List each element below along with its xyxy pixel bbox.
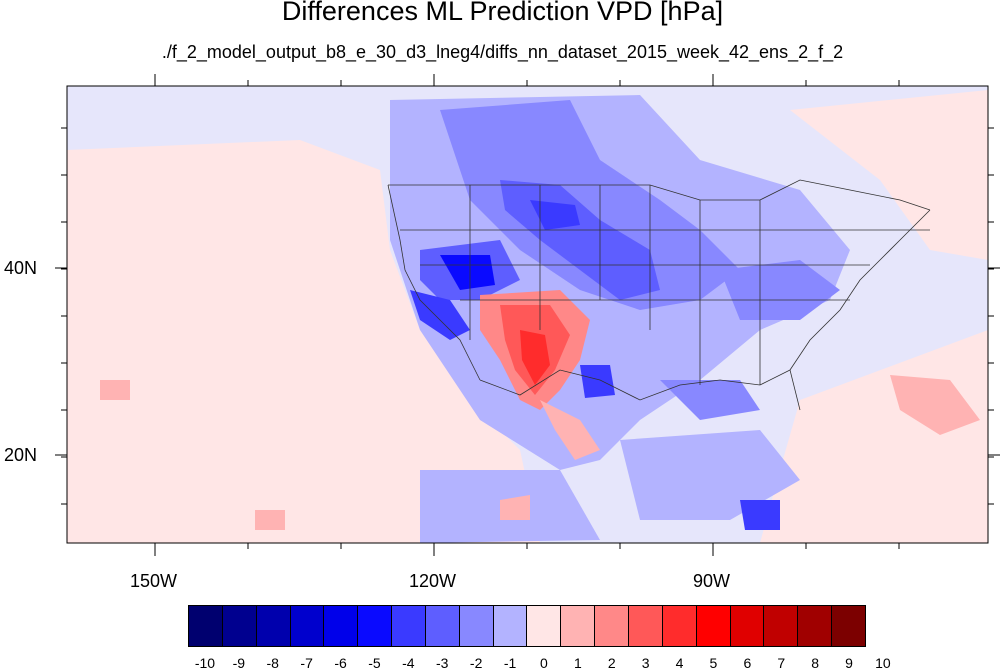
colorbar	[188, 605, 866, 647]
colorbar-swatch	[730, 606, 765, 646]
colorbar-swatch	[290, 606, 325, 646]
colorbar-swatch	[832, 606, 865, 646]
colorbar-tick-label: -3	[436, 655, 449, 671]
colorbar-swatch	[561, 606, 596, 646]
colorbar-swatch	[256, 606, 291, 646]
colorbar-tick-label: -2	[469, 655, 483, 671]
colorbar-swatch	[392, 606, 426, 646]
colorbar-tick-label: 1	[573, 655, 582, 671]
lon-label-120w: 120W	[409, 571, 457, 591]
colorbar-tick-label: -7	[300, 655, 313, 671]
political-boundaries	[387, 179, 931, 411]
colorbar-tick-label: -1	[503, 655, 517, 671]
colorbar-swatch	[595, 606, 629, 646]
colorbar-tick-label: 5	[709, 655, 718, 671]
vpd-difference-map	[55, 74, 1000, 556]
map-title: Differences ML Prediction VPD [hPa]	[281, 0, 724, 26]
colorbar-tick-label: 4	[675, 655, 684, 671]
colorbar-swatch	[493, 606, 528, 646]
lat-label-20n: 20N	[4, 445, 38, 465]
colorbar-swatch	[764, 606, 799, 646]
colorbar-tick-label: -6	[334, 655, 347, 671]
map-field	[67, 86, 988, 543]
colorbar-tick-label: -10	[194, 655, 216, 671]
colorbar-swatch	[696, 606, 731, 646]
map-subtitle: ./f_2_model_output_b8_e_30_d3_lneg4/diff…	[161, 42, 844, 62]
colorbar-swatch	[358, 606, 393, 646]
colorbar-tick-label: -9	[232, 655, 246, 671]
colorbar-swatch	[324, 606, 359, 646]
colorbar-swatch	[222, 606, 257, 646]
colorbar-swatch	[798, 606, 833, 646]
colorbar-swatch	[628, 606, 663, 646]
colorbar-tick-label: 8	[811, 655, 820, 671]
colorbar-swatch	[189, 606, 223, 646]
colorbar-tick-label: 10	[875, 655, 891, 671]
lat-label-40n: 40N	[4, 258, 38, 278]
lon-label-90w: 90W	[693, 571, 731, 591]
colorbar-tick-label: -8	[266, 655, 279, 671]
colorbar-tick-label: 3	[641, 655, 650, 671]
colorbar-swatch	[527, 606, 562, 646]
colorbar-tick-label: 9	[845, 655, 853, 671]
colorbar-tick-label: 7	[777, 655, 786, 671]
colorbar-tick-label: 0	[540, 655, 548, 671]
lon-label-150w: 150W	[130, 571, 178, 591]
colorbar-tick-label: -5	[368, 655, 381, 671]
axis-minor-ticks	[61, 80, 994, 549]
colorbar-swatch	[425, 606, 460, 646]
colorbar-swatch	[459, 606, 494, 646]
colorbar-tick-label: 6	[743, 655, 752, 671]
colorbar-swatch	[662, 606, 697, 646]
colorbar-tick-label: 2	[607, 655, 616, 671]
colorbar-tick-label: -4	[402, 655, 415, 671]
